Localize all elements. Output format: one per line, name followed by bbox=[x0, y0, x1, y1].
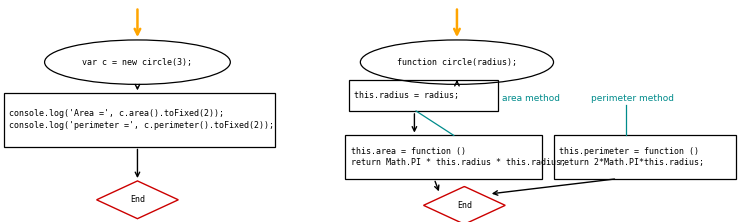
Text: area method: area method bbox=[502, 94, 559, 103]
Text: End: End bbox=[130, 195, 145, 204]
Text: End: End bbox=[457, 201, 472, 210]
Text: perimeter method: perimeter method bbox=[591, 94, 674, 103]
Text: console.log('Area =', c.area().toFixed(2));
console.log('perimeter =', c.perimet: console.log('Area =', c.area().toFixed(2… bbox=[9, 109, 274, 130]
Text: this.radius = radius;: this.radius = radius; bbox=[354, 91, 459, 100]
Text: function circle(radius);: function circle(radius); bbox=[397, 58, 517, 67]
Bar bbox=[554, 135, 736, 179]
Text: this.area = function ()
return Math.PI * this.radius * this.radius;: this.area = function () return Math.PI *… bbox=[351, 147, 565, 167]
Text: this.perimeter = function ()
return 2*Math.PI*this.radius;: this.perimeter = function () return 2*Ma… bbox=[559, 147, 704, 167]
Text: var c = new circle(3);: var c = new circle(3); bbox=[82, 58, 192, 67]
Bar bbox=[345, 135, 542, 179]
Bar bbox=[349, 80, 498, 111]
Bar bbox=[4, 93, 275, 147]
